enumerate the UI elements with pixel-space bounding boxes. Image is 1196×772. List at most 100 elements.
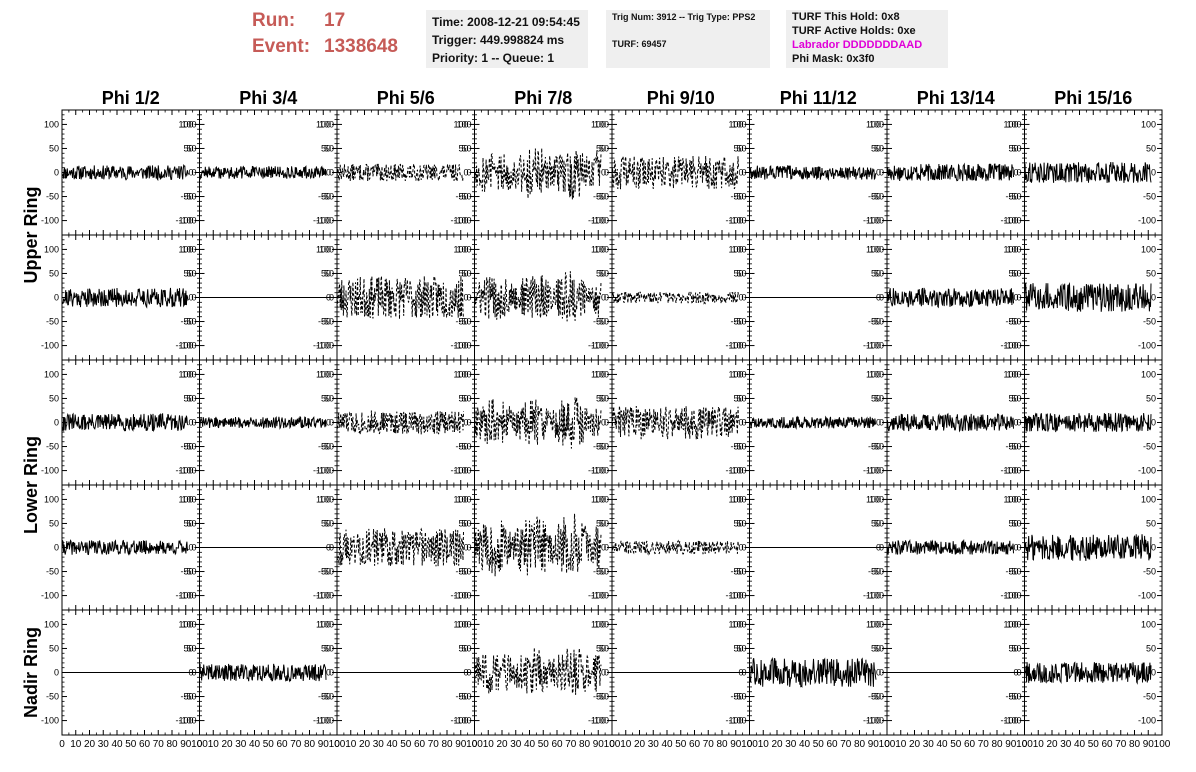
y-tick-label: -100 <box>588 591 606 601</box>
x-tick-label: 80 <box>166 739 178 750</box>
x-tick-label: 30 <box>373 739 385 750</box>
y-tick-label: 50 <box>1146 268 1156 278</box>
y-tick-label: 50 <box>321 643 331 653</box>
y-tick-label: -100 <box>1003 591 1021 601</box>
x-tick-label: 100 <box>329 739 346 750</box>
y-tick-label: -50 <box>730 442 743 452</box>
y-tick-label: -100 <box>41 466 59 476</box>
y-tick-label: -100 <box>725 716 743 726</box>
y-tick-label: -100 <box>866 591 884 601</box>
y-tick-label: 0 <box>1013 543 1018 553</box>
y-tick-label: 50 <box>1011 143 1021 153</box>
y-tick-label: 0 <box>466 543 471 553</box>
y-tick-label: 100 <box>1003 619 1018 629</box>
y-tick-label: 50 <box>871 518 881 528</box>
x-tick-label: 40 <box>111 739 123 750</box>
waveform-trace <box>886 162 1014 182</box>
y-tick-label: 100 <box>594 494 609 504</box>
y-tick-label: 50 <box>186 393 196 403</box>
x-tick-label: 70 <box>153 739 165 750</box>
y-tick-label: 0 <box>601 418 606 428</box>
waveform-trace <box>611 539 739 556</box>
y-tick-label: 50 <box>599 393 609 403</box>
x-tick-label: 0 <box>884 739 890 750</box>
y-tick-label: -100 <box>863 216 881 226</box>
y-tick-label: -100 <box>1138 591 1156 601</box>
y-tick-label: -100 <box>866 466 884 476</box>
y-tick-label: -100 <box>41 591 59 601</box>
y-tick-label: 100 <box>181 119 196 129</box>
y-tick-label: 100 <box>594 244 609 254</box>
run-row: Run: 17 <box>252 8 422 34</box>
y-tick-label: 100 <box>44 369 59 379</box>
y-tick-label: 100 <box>1003 369 1018 379</box>
y-tick-label: 50 <box>733 268 743 278</box>
y-tick-label: 0 <box>876 668 881 678</box>
y-tick-label: 100 <box>316 369 331 379</box>
y-tick-label: -100 <box>591 716 609 726</box>
x-tick-label: 10 <box>483 739 495 750</box>
y-tick-label: -50 <box>1143 692 1156 702</box>
y-tick-label: -50 <box>318 317 331 327</box>
y-tick-label: 50 <box>874 643 884 653</box>
x-tick-label: 40 <box>799 739 811 750</box>
y-tick-label: -50 <box>455 317 468 327</box>
waveform-trace <box>611 155 739 190</box>
y-tick-label: 100 <box>319 619 334 629</box>
y-tick-label: 0 <box>463 293 468 303</box>
y-tick-label: -50 <box>46 442 59 452</box>
y-tick-label: 0 <box>1151 668 1156 678</box>
y-tick-label: -50 <box>183 567 196 577</box>
y-tick-label: -50 <box>868 192 881 202</box>
x-tick-label: 80 <box>716 739 728 750</box>
y-tick-label: -50 <box>1005 692 1018 702</box>
y-tick-label: 50 <box>1008 518 1018 528</box>
y-tick-label: 100 <box>869 494 884 504</box>
x-tick-label: 100 <box>191 739 208 750</box>
y-tick-label: 0 <box>741 418 746 428</box>
y-tick-label: -50 <box>593 692 606 702</box>
y-tick-label: 100 <box>591 244 606 254</box>
y-tick-label: -100 <box>728 466 746 476</box>
y-tick-label: -50 <box>455 567 468 577</box>
y-tick-label: 100 <box>728 119 743 129</box>
y-tick-label: -50 <box>1005 567 1018 577</box>
y-tick-label: -100 <box>450 716 468 726</box>
y-tick-label: -100 <box>175 716 193 726</box>
waveform-trace <box>336 274 464 320</box>
y-tick-label: 0 <box>466 668 471 678</box>
y-tick-label: -100 <box>41 216 59 226</box>
y-tick-label: -100 <box>866 716 884 726</box>
y-tick-label: 50 <box>183 393 193 403</box>
y-tick-label: 100 <box>319 369 334 379</box>
x-tick-label: 90 <box>455 739 467 750</box>
y-tick-label: -50 <box>868 317 881 327</box>
x-tick-label: 50 <box>1088 739 1100 750</box>
y-tick-label: -100 <box>313 466 331 476</box>
y-tick-label: 50 <box>186 143 196 153</box>
waveform-trace <box>749 415 877 431</box>
y-tick-label: 0 <box>191 668 196 678</box>
y-tick-label: -50 <box>318 692 331 702</box>
time-info-box: Time: 2008-12-21 09:54:45 Trigger: 449.9… <box>426 10 588 68</box>
waveform-trace <box>474 513 602 577</box>
y-tick-label: 100 <box>731 119 746 129</box>
y-tick-label: -100 <box>863 591 881 601</box>
y-tick-label: 0 <box>879 418 884 428</box>
run-event-box: Run: 17 Event: 1338648 <box>252 8 422 60</box>
x-tick-label: 70 <box>428 739 440 750</box>
trigger-line: Trigger: 449.998824 ms <box>432 33 565 47</box>
y-tick-label: 0 <box>191 168 196 178</box>
x-tick-label: 50 <box>950 739 962 750</box>
run-value: 17 <box>324 10 346 31</box>
x-tick-label: 90 <box>1143 739 1155 750</box>
y-tick-label: -100 <box>175 466 193 476</box>
y-tick-label: -100 <box>591 341 609 351</box>
y-tick-label: -100 <box>725 216 743 226</box>
x-tick-label: 0 <box>334 739 340 750</box>
y-tick-label: -100 <box>178 341 196 351</box>
y-tick-label: 100 <box>44 619 59 629</box>
x-tick-label: 90 <box>593 739 605 750</box>
y-tick-label: -50 <box>458 692 471 702</box>
y-tick-label: 100 <box>1006 494 1021 504</box>
